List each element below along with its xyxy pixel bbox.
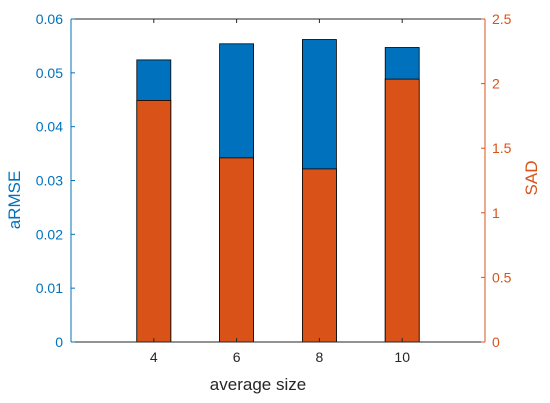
x-tick-label: 8: [316, 349, 324, 365]
left-tick-label: 0: [55, 334, 63, 350]
x-tick-label: 4: [150, 349, 158, 365]
right-tick-label: 1.5: [492, 140, 512, 156]
right-tick-label: 0: [492, 334, 500, 350]
right-axis-title: SAD: [522, 161, 541, 196]
axes-layer: 4 6 8 10 0 0.01 0.02 0.03 0.04 0.05 0.06 0 0.5 1 1.5 2 2…: [36, 11, 512, 365]
left-tick-label: 0.05: [36, 65, 63, 81]
left-tick-label: 0.02: [36, 226, 63, 242]
left-tick-label: 0.03: [36, 173, 63, 189]
x-tick-label: 10: [394, 349, 410, 365]
right-tick-label: 0.5: [492, 269, 512, 285]
bar-sad-10: [384, 78, 420, 343]
right-tick-label: 2: [492, 76, 500, 92]
bar-sad-8: [301, 168, 337, 343]
left-tick-label: 0.01: [36, 280, 63, 296]
bar-sad-6: [219, 157, 255, 343]
left-tick-label: 0.04: [36, 119, 63, 135]
x-axis-title: average size: [210, 375, 306, 394]
left-tick-label: 0.06: [36, 11, 63, 27]
bar-sad-4: [136, 100, 172, 343]
bars-layer: [136, 39, 420, 343]
right-tick-label: 1: [492, 205, 500, 221]
right-tick-label: 2.5: [492, 11, 512, 27]
left-axis-title: aRMSE: [5, 171, 24, 230]
x-tick-label: 6: [233, 349, 241, 365]
